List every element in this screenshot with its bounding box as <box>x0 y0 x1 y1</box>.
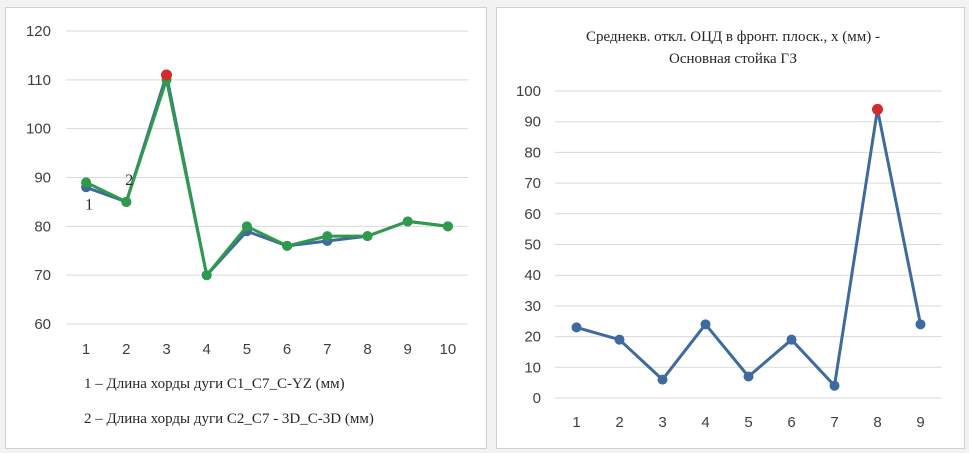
series-1-point <box>700 319 711 330</box>
y-tick-label: 40 <box>524 267 541 284</box>
series-2-point <box>121 196 132 207</box>
series-1-line <box>576 107 922 388</box>
highlight-point <box>872 103 883 115</box>
y-tick-label: 90 <box>34 170 51 187</box>
y-tick-label: 50 <box>524 237 541 254</box>
x-tick-label: 1 <box>82 341 90 358</box>
highlight-point <box>161 69 172 81</box>
y-tick-label: 90 <box>524 114 541 131</box>
x-tick-label: 3 <box>658 414 666 431</box>
y-tick-label: 10 <box>524 359 541 376</box>
series-1-point <box>786 334 797 345</box>
y-tick-label: 0 <box>533 390 541 407</box>
left-line-chart: 60 70 80 90 100 110 120 1 2 3 4 5 6 7 8 9 10 1 2 <box>26 23 468 358</box>
legend-entry-2: 2 – Длина хорды дуги C2_C7 - 3D_C-3D (мм… <box>84 411 374 427</box>
x-tick-label: 3 <box>162 341 170 358</box>
x-tick-label: 4 <box>203 341 211 358</box>
y-tick-label: 30 <box>524 298 541 315</box>
y-tick-label: 60 <box>34 316 51 333</box>
x-tick-label: 9 <box>916 414 924 431</box>
x-tick-label: 7 <box>323 341 331 358</box>
x-tick-label: 8 <box>873 414 881 431</box>
x-tick-label: 8 <box>363 341 371 358</box>
series-2-point <box>402 216 413 227</box>
series-annotation: 2 <box>125 172 133 189</box>
series-1-point <box>743 371 754 382</box>
x-tick-label: 6 <box>787 414 795 431</box>
series-1-point <box>829 380 840 391</box>
y-tick-label: 80 <box>34 218 51 235</box>
x-tick-label: 5 <box>243 341 251 358</box>
series-annotation: 1 <box>85 196 93 213</box>
x-tick-label: 6 <box>283 341 291 358</box>
x-tick-label: 7 <box>830 414 838 431</box>
y-tick-label: 110 <box>27 72 51 89</box>
series-1-point <box>657 374 668 385</box>
x-tick-label: 2 <box>615 414 623 431</box>
chart-title: Среднекв. откл. ОЦД в фронт. плоск., x (… <box>586 29 880 45</box>
series-2-point <box>282 240 293 251</box>
series-1-point <box>915 319 926 330</box>
chart-subtitle: Основная стойка ГЗ <box>669 51 797 67</box>
chart-panel-right: Среднекв. откл. ОЦД в фронт. плоск., x (… <box>496 7 965 449</box>
chart-panel-left: 60 70 80 90 100 110 120 1 2 3 4 5 6 7 8 9 10 1 2 1 – Длина… <box>5 7 487 449</box>
y-tick-label: 60 <box>524 206 541 223</box>
y-tick-label: 70 <box>524 175 541 192</box>
series-1-point <box>571 322 582 333</box>
y-tick-label: 100 <box>516 83 541 100</box>
series-2-point <box>201 270 212 281</box>
series-2-line <box>85 78 449 277</box>
x-tick-label: 2 <box>122 341 130 358</box>
x-tick-label: 10 <box>440 341 457 358</box>
series-2-point <box>322 231 333 242</box>
x-tick-label: 9 <box>404 341 412 358</box>
x-tick-label: 5 <box>744 414 752 431</box>
y-tick-label: 100 <box>26 121 51 138</box>
y-tick-label: 80 <box>524 144 541 161</box>
legend-entry-1: 1 – Длина хорды дуги C1_C7_C-YZ (мм) <box>84 376 345 392</box>
x-tick-label: 4 <box>701 414 709 431</box>
series-2-point <box>442 221 453 232</box>
series-2-point <box>362 231 373 242</box>
y-tick-label: 20 <box>524 329 541 346</box>
series-2-point <box>81 177 92 188</box>
x-tick-label: 1 <box>572 414 580 431</box>
series-1-point <box>614 334 625 345</box>
y-tick-label: 70 <box>34 267 51 284</box>
series-1-line <box>85 73 449 277</box>
series-2-point <box>241 221 252 232</box>
right-line-chart: Среднекв. откл. ОЦД в фронт. плоск., x (… <box>516 29 942 431</box>
y-tick-label: 120 <box>26 23 51 40</box>
